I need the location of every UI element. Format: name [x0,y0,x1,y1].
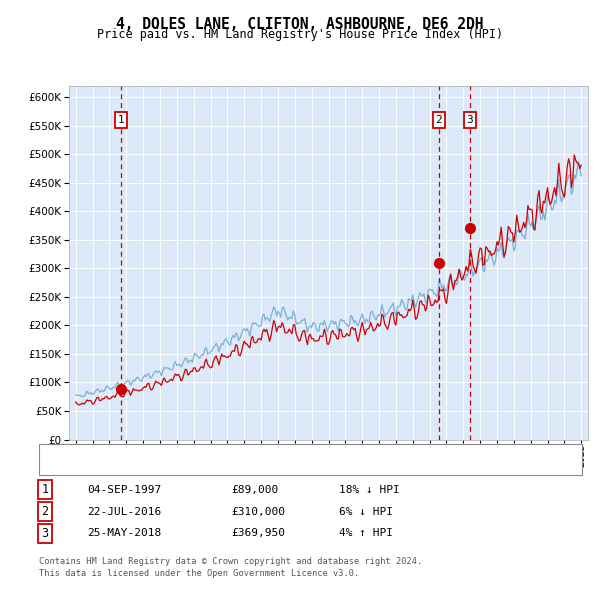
Text: HPI: Average price, detached house, Derbyshire Dales: HPI: Average price, detached house, Derb… [85,463,410,472]
Text: 4, DOLES LANE, CLIFTON, ASHBOURNE, DE6 2DH: 4, DOLES LANE, CLIFTON, ASHBOURNE, DE6 2… [116,17,484,31]
Text: Price paid vs. HM Land Registry's House Price Index (HPI): Price paid vs. HM Land Registry's House … [97,28,503,41]
Text: 22-JUL-2016: 22-JUL-2016 [87,507,161,516]
Text: 25-MAY-2018: 25-MAY-2018 [87,529,161,538]
Text: 6% ↓ HPI: 6% ↓ HPI [339,507,393,516]
Text: 4, DOLES LANE, CLIFTON, ASHBOURNE, DE6 2DH (detached house): 4, DOLES LANE, CLIFTON, ASHBOURNE, DE6 2… [85,447,454,457]
Text: 04-SEP-1997: 04-SEP-1997 [87,485,161,494]
Text: 1: 1 [41,483,49,496]
Text: This data is licensed under the Open Government Licence v3.0.: This data is licensed under the Open Gov… [39,569,359,578]
Text: £369,950: £369,950 [231,529,285,538]
Text: 2: 2 [436,115,442,125]
Text: £89,000: £89,000 [231,485,278,494]
Text: 2: 2 [41,505,49,518]
Text: 3: 3 [467,115,473,125]
Text: 18% ↓ HPI: 18% ↓ HPI [339,485,400,494]
Text: 4% ↑ HPI: 4% ↑ HPI [339,529,393,538]
Text: Contains HM Land Registry data © Crown copyright and database right 2024.: Contains HM Land Registry data © Crown c… [39,557,422,566]
Text: 1: 1 [118,115,124,125]
Text: 3: 3 [41,527,49,540]
Text: £310,000: £310,000 [231,507,285,516]
